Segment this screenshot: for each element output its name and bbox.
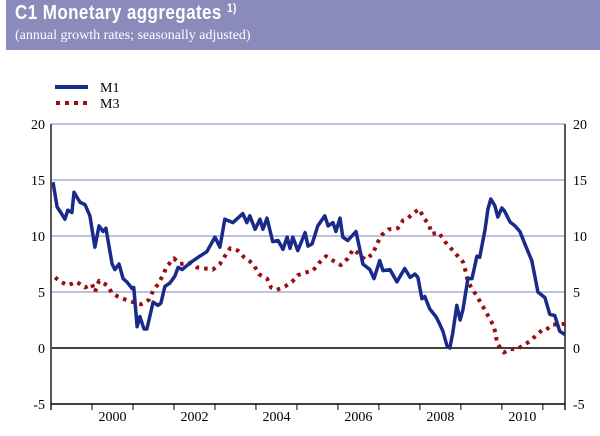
y-tick-label-left: 5 (38, 286, 45, 301)
y-tick-label-left: -5 (33, 398, 45, 413)
series-line-m1 (51, 181, 566, 350)
x-tick-label: 2010 (508, 410, 536, 425)
y-tick-label-left: 10 (31, 230, 45, 245)
legend-m3-label: M3 (100, 97, 119, 112)
x-tick-label: 2008 (426, 410, 454, 425)
y-tick-label-right: 5 (573, 286, 580, 301)
legend-m1-label: M1 (100, 81, 119, 96)
gridlines (51, 123, 565, 349)
series-lines (51, 181, 568, 355)
x-tick-labels: 2000 2002 2004 2006 2008 2010 (98, 410, 536, 425)
y-tick-label-right: -5 (573, 398, 585, 413)
series-line-m3 (53, 207, 568, 355)
x-tick-label: 2000 (98, 410, 126, 425)
title-footnote: 1) (226, 1, 237, 15)
y-tick-labels: -5 -5 0 0 5 5 10 10 15 15 20 20 (31, 118, 587, 413)
chart-title: C1 Monetary aggregates 1) (15, 1, 237, 25)
y-tick-label-right: 20 (573, 118, 587, 133)
y-tick-label-right: 15 (573, 174, 587, 189)
x-tick-label: 2002 (180, 410, 208, 425)
x-tick-label: 2006 (344, 410, 372, 425)
x-tick-label: 2004 (262, 410, 290, 425)
chart-title-text: C1 Monetary aggregates (15, 2, 222, 24)
chart-subtitle: (annual growth rates; seasonally adjuste… (15, 28, 251, 43)
y-tick-label-left: 0 (38, 342, 45, 357)
chart-header: C1 Monetary aggregates 1) (annual growth… (6, 0, 600, 50)
y-tick-label-left: 15 (31, 174, 45, 189)
y-tick-label-left: 20 (31, 118, 45, 133)
legend: M1 M3 (55, 81, 119, 112)
axes (50, 124, 566, 410)
y-tick-label-right: 10 (573, 230, 587, 245)
y-tick-label-right: 0 (573, 342, 580, 357)
